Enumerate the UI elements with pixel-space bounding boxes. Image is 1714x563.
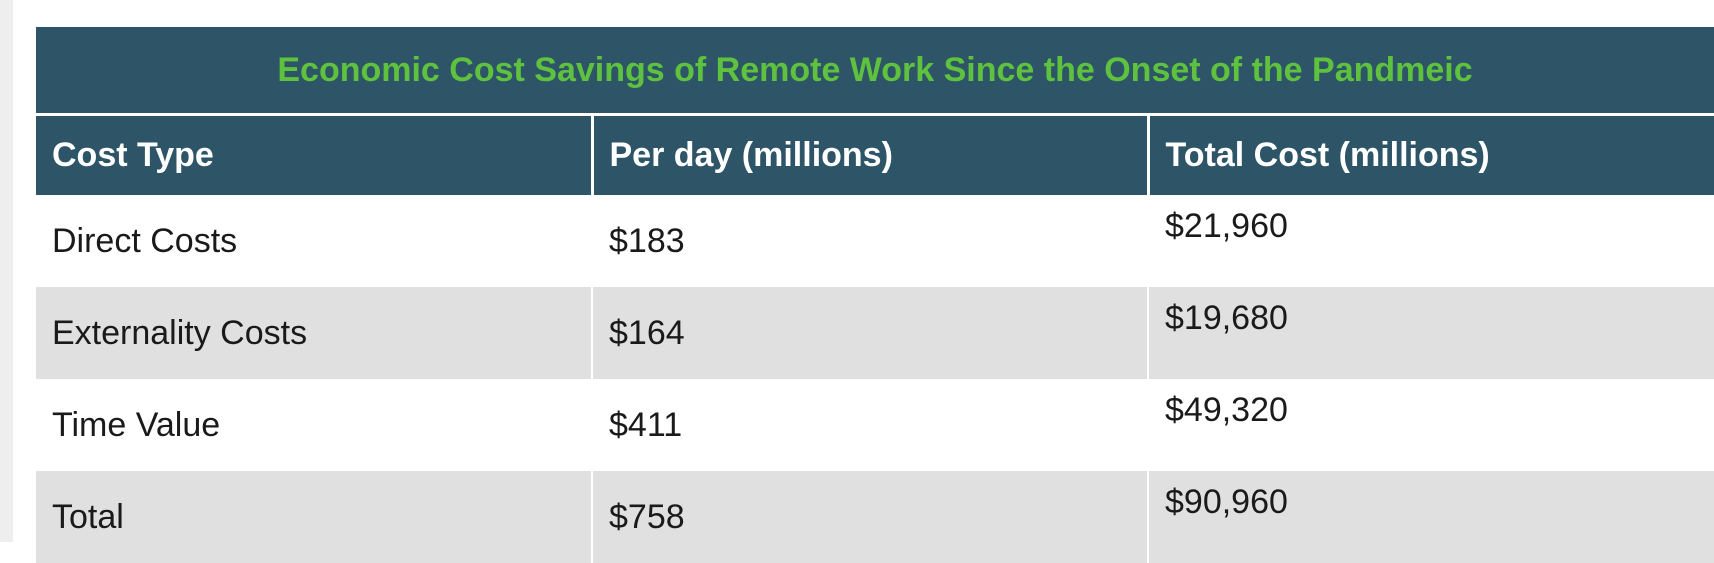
cell-total-cost: $19,680 bbox=[1148, 287, 1714, 379]
table-title: Economic Cost Savings of Remote Work Sin… bbox=[36, 27, 1714, 116]
cell-per-day: $183 bbox=[592, 195, 1149, 287]
cell-cost-type: Time Value bbox=[36, 379, 593, 471]
cell-cost-type: Direct Costs bbox=[36, 195, 593, 287]
title-row: Economic Cost Savings of Remote Work Sin… bbox=[36, 27, 1714, 116]
cell-per-day: $411 bbox=[592, 379, 1149, 471]
cost-savings-table-container: Economic Cost Savings of Remote Work Sin… bbox=[36, 27, 1714, 563]
column-header-total-cost: Total Cost (millions) bbox=[1148, 114, 1714, 195]
table-row: Time Value $411 $49,320 bbox=[36, 379, 1714, 471]
table-row: Direct Costs $183 $21,960 bbox=[36, 195, 1714, 287]
column-header-per-day: Per day (millions) bbox=[592, 114, 1150, 195]
cost-savings-table: Economic Cost Savings of Remote Work Sin… bbox=[36, 27, 1714, 563]
cell-total-cost: $90,960 bbox=[1148, 471, 1714, 563]
cell-cost-type: Externality Costs bbox=[36, 287, 593, 379]
table-row-total: Total $758 $90,960 bbox=[36, 471, 1714, 563]
cell-total-cost: $49,320 bbox=[1148, 379, 1714, 471]
cell-cost-type: Total bbox=[36, 471, 593, 563]
cell-total-cost: $21,960 bbox=[1148, 195, 1714, 287]
cell-per-day: $758 bbox=[592, 471, 1149, 563]
column-header-cost-type: Cost Type bbox=[36, 114, 594, 195]
header-row: Cost Type Per day (millions) Total Cost … bbox=[36, 114, 1714, 195]
cell-per-day: $164 bbox=[592, 287, 1149, 379]
page-margin-strip bbox=[0, 0, 13, 542]
table-row: Externality Costs $164 $19,680 bbox=[36, 287, 1714, 379]
